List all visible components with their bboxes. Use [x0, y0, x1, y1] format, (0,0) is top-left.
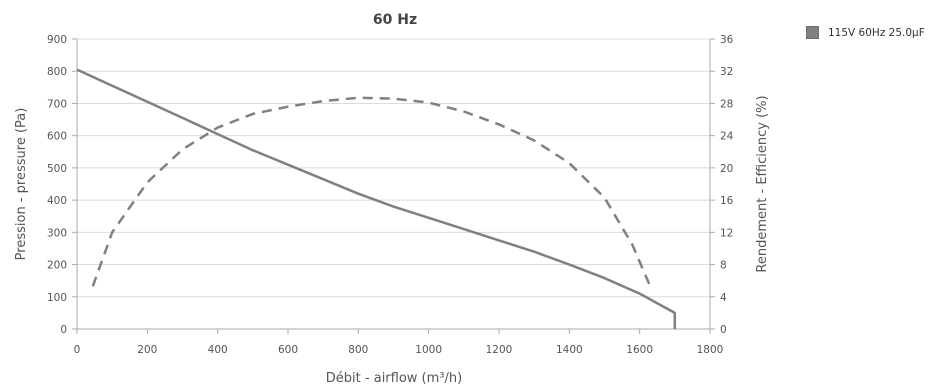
x-tick-label: 0	[74, 344, 81, 356]
y-tick-label: 0	[60, 324, 67, 336]
y-tick-label: 500	[47, 163, 67, 175]
y2-tick-label: 8	[720, 260, 727, 272]
y2-tick-label: 12	[720, 227, 733, 239]
x-axis-title: Débit - airflow (m³/h)	[326, 371, 462, 386]
x-tick-label: 1200	[486, 344, 513, 356]
y2-tick-label: 36	[720, 34, 734, 46]
legend-label: 115V 60Hz 25.0µF	[828, 26, 925, 39]
y2-tick-label: 28	[720, 98, 733, 110]
x-tick-label: 1800	[697, 344, 724, 356]
legend: 115V 60Hz 25.0µF	[806, 26, 925, 39]
y2-tick-label: 32	[720, 66, 733, 78]
left-y-axis-title: Pression - pressure (Pa)	[14, 108, 29, 261]
y2-tick-label: 4	[720, 292, 727, 304]
x-tick-label: 200	[137, 344, 157, 356]
y-tick-label: 600	[47, 131, 67, 143]
x-tick-label: 1400	[556, 344, 583, 356]
y-tick-label: 400	[47, 195, 67, 207]
x-tick-label: 1600	[626, 344, 653, 356]
x-axis-ticks: 0 200 400 600 800 1000 1200 1400 1600 1800	[74, 329, 724, 356]
y-tick-label: 300	[47, 227, 67, 239]
pressure-curve	[76, 68, 677, 329]
legend-swatch	[806, 26, 819, 39]
series-lines	[76, 68, 677, 329]
grid-lines	[77, 38, 710, 298]
y-tick-label: 200	[47, 260, 67, 272]
left-y-axis-ticks: 0 100 200 300 400 500 600 700 800 900	[47, 34, 77, 336]
chart-title: 60 Hz	[373, 12, 417, 28]
x-tick-label: 800	[348, 344, 368, 356]
axes	[76, 39, 711, 330]
x-tick-label: 1000	[415, 344, 442, 356]
x-tick-label: 600	[278, 344, 298, 356]
y2-tick-label: 16	[720, 195, 734, 207]
y-tick-label: 900	[47, 34, 67, 46]
y-tick-label: 700	[47, 98, 67, 110]
y-tick-label: 100	[47, 292, 67, 304]
right-y-axis-title: Rendement - Efficiency (%)	[755, 95, 770, 272]
x-tick-label: 400	[208, 344, 228, 356]
y-tick-label: 800	[47, 66, 67, 78]
right-y-axis-ticks: 0 4 8 12 16 20 24 28 32 36	[710, 34, 734, 336]
y2-tick-label: 0	[720, 324, 727, 336]
efficiency-curve	[91, 96, 652, 287]
y2-tick-label: 24	[720, 131, 734, 143]
y2-tick-label: 20	[720, 163, 733, 175]
